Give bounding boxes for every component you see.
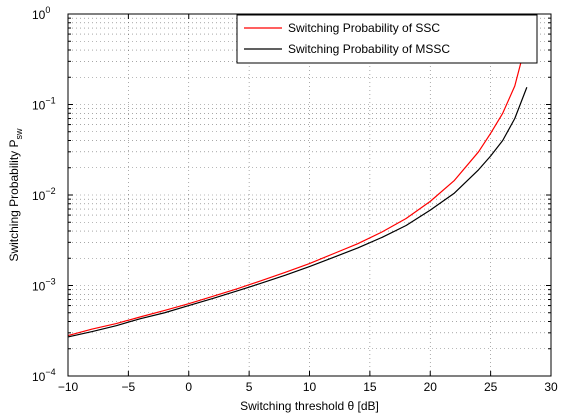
legend-label-mssc: Switching Probability of MSSC <box>288 42 450 56</box>
legend: Switching Probability of SSC Switching P… <box>236 14 538 64</box>
legend-box <box>236 14 538 64</box>
x-tick-label: 10 <box>303 380 317 394</box>
x-tick-label: 20 <box>424 380 438 394</box>
y-tick-label: 100 <box>32 5 50 22</box>
y-tick-label: 10−4 <box>32 367 56 384</box>
x-tick-label: 15 <box>363 380 377 394</box>
y-axis-label-subscript: sw <box>14 128 24 140</box>
y-tick-label: 10−1 <box>32 96 56 113</box>
x-tick-label: 30 <box>544 380 558 394</box>
x-tick-label: −5 <box>122 380 136 394</box>
y-axis-label: Switching Probability Psw <box>7 128 24 262</box>
x-tick-label: 5 <box>246 380 253 394</box>
grid <box>68 14 551 376</box>
series-line-ssc <box>67 39 528 337</box>
y-tick-label: 10−3 <box>32 277 56 294</box>
legend-label-ssc: Switching Probability of SSC <box>288 21 440 35</box>
x-axis-label: Switching threshold θ [dB] <box>240 399 379 413</box>
x-tick-labels: −10 −5 0 5 10 15 20 25 30 <box>58 380 558 394</box>
x-tick-label: −10 <box>58 380 79 394</box>
x-tick-label: 25 <box>484 380 498 394</box>
y-tick-label: 10−2 <box>32 186 56 203</box>
data-lines <box>67 39 528 338</box>
y-axis-label-main: Switching Probability P <box>7 139 21 261</box>
y-tick-labels: 10−4 10−3 10−2 10−1 100 <box>32 5 56 384</box>
x-tick-label: 0 <box>185 380 192 394</box>
series-line-mssc <box>67 87 528 338</box>
